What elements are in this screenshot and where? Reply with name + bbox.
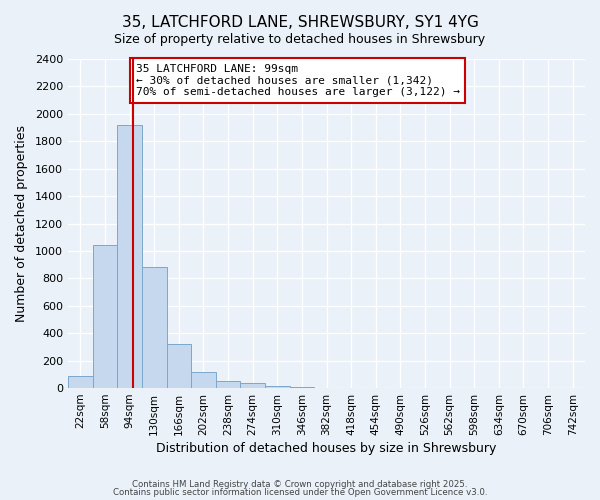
Bar bbox=[167, 344, 191, 388]
Text: 35 LATCHFORD LANE: 99sqm
← 30% of detached houses are smaller (1,342)
70% of sem: 35 LATCHFORD LANE: 99sqm ← 30% of detach… bbox=[136, 64, 460, 97]
Bar bbox=[68, 376, 92, 388]
Text: Contains HM Land Registry data © Crown copyright and database right 2025.: Contains HM Land Registry data © Crown c… bbox=[132, 480, 468, 489]
X-axis label: Distribution of detached houses by size in Shrewsbury: Distribution of detached houses by size … bbox=[157, 442, 497, 455]
Bar bbox=[191, 372, 216, 388]
Text: Contains public sector information licensed under the Open Government Licence v3: Contains public sector information licen… bbox=[113, 488, 487, 497]
Bar bbox=[117, 125, 142, 388]
Y-axis label: Number of detached properties: Number of detached properties bbox=[15, 125, 28, 322]
Text: 35, LATCHFORD LANE, SHREWSBURY, SY1 4YG: 35, LATCHFORD LANE, SHREWSBURY, SY1 4YG bbox=[122, 15, 478, 30]
Bar bbox=[265, 386, 290, 388]
Bar bbox=[92, 246, 117, 388]
Bar bbox=[216, 380, 241, 388]
Bar bbox=[241, 382, 265, 388]
Text: Size of property relative to detached houses in Shrewsbury: Size of property relative to detached ho… bbox=[115, 32, 485, 46]
Bar bbox=[142, 268, 167, 388]
